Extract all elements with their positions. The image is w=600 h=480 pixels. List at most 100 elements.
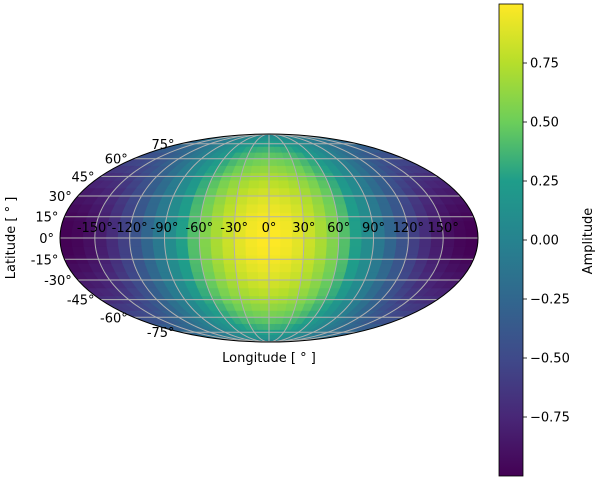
heatmap-cell (349, 229, 363, 239)
x-tick-label: 120° (393, 221, 424, 236)
heatmap-cell (407, 237, 421, 247)
colorbar-tick-label: 0.75 (530, 57, 559, 72)
heatmap-cell (210, 237, 224, 247)
x-tick-labels: -150°-120° -90° -60° -30° 0° 30° 60° 90° 120° 150… (77, 221, 459, 236)
x-tick-label: 90° (362, 221, 385, 236)
heatmap-cell (234, 263, 248, 273)
heatmap-cell (349, 237, 363, 247)
heatmap-cell (419, 237, 432, 247)
y-tick-label: 15° (35, 211, 58, 226)
heatmap-cell (268, 152, 277, 160)
graticule-grid (60, 134, 478, 342)
heatmap-cell (268, 179, 280, 189)
heatmap-cell (290, 263, 304, 273)
heatmap-cell (210, 246, 224, 256)
y-tick-label: -75° (147, 326, 175, 341)
heatmap-cell (442, 237, 456, 247)
heatmap-cell (259, 165, 270, 174)
heatmap-cell (245, 237, 258, 247)
heatmap-cell (323, 263, 337, 273)
heatmap-cell (245, 246, 258, 256)
heatmap-cell (257, 263, 270, 273)
colorbar-ticks: 0.75 0.50 0.25 0.00 −0.25 −0.50 −0.75 (523, 57, 570, 426)
heatmap-cell (199, 246, 213, 256)
y-tick-label: 30° (49, 190, 72, 205)
y-tick-label: 60° (105, 153, 128, 168)
heatmap-cell (117, 237, 131, 247)
heatmap-cell (223, 263, 237, 273)
heatmap-cell (71, 246, 87, 256)
heatmap-cell (247, 279, 260, 289)
heatmap-cell (406, 246, 420, 256)
heatmap-cell (268, 287, 280, 297)
heatmap-cell (428, 246, 443, 256)
heatmap-cell (129, 246, 144, 256)
heatmap-cell (262, 323, 270, 330)
heatmap-cell (301, 263, 315, 273)
heatmap-cell (279, 195, 292, 205)
heatmap-cell (187, 237, 200, 247)
heatmap-cell (248, 287, 260, 297)
heatmap-cell (268, 263, 281, 273)
heatmap-cell (247, 187, 260, 197)
heatmap-cell (384, 237, 398, 247)
heatmap-cell (178, 203, 193, 213)
heatmap-cell (268, 158, 278, 166)
heatmap-cell (337, 246, 351, 256)
heatmap-cell (289, 195, 303, 205)
heatmap-cell (201, 203, 215, 213)
heatmap-cell (280, 246, 293, 256)
heatmap-cell (291, 237, 305, 247)
heatmap-cell (290, 203, 304, 213)
heatmap-cell (311, 195, 325, 205)
colorbar (498, 3, 524, 477)
heatmap-cell (257, 237, 270, 247)
heatmap-cell (348, 220, 362, 230)
heatmap-cell (325, 246, 339, 256)
heatmap-cell (300, 195, 314, 205)
heatmap-cell (371, 246, 386, 256)
heatmap-cell (453, 237, 467, 247)
colorbar-tick-label: 0.00 (530, 234, 559, 249)
heatmap-cell (222, 237, 235, 247)
heatmap-cell (268, 310, 278, 318)
heatmap-cell (451, 246, 467, 256)
heatmap-cell (258, 179, 270, 189)
heatmap-cell (465, 237, 478, 247)
heatmap-cell (303, 237, 316, 247)
heatmap-cell (268, 203, 281, 213)
heatmap-cell (251, 158, 262, 166)
heatmap-cell (312, 203, 326, 213)
heatmap-cell (199, 237, 212, 247)
heatmap-cell (289, 279, 302, 289)
heatmap-cell (212, 263, 226, 273)
colorbar-tick-label: −0.75 (530, 411, 570, 426)
heatmap-cell (261, 152, 270, 160)
heatmap-cell (257, 246, 270, 256)
heatmap-cell (268, 195, 281, 205)
heatmap-cell (176, 246, 190, 256)
x-tick-label: -120° (112, 221, 148, 236)
heatmap-cell (224, 195, 238, 205)
heatmap-cell (257, 271, 270, 281)
heatmap-cell (394, 246, 409, 256)
heatmap-cell (323, 203, 337, 213)
heatmap-cell (226, 279, 239, 289)
x-tick-label: 30° (292, 221, 315, 236)
colorbar-label: Amplitude (581, 208, 596, 275)
heatmap-cell (268, 316, 277, 324)
heatmap-cell (260, 310, 270, 318)
heatmap-cell (301, 203, 315, 213)
heatmap-cell (395, 237, 409, 247)
heatmap-cell (261, 316, 270, 324)
heatmap-cell (303, 246, 316, 256)
heatmap-cell (268, 302, 279, 311)
heatmap-cell (258, 279, 270, 289)
heatmap-cell (278, 187, 291, 197)
heatmap-cell (291, 246, 305, 256)
heatmap-cell (268, 246, 281, 256)
x-tick-label: 60° (327, 221, 350, 236)
heatmap-cell (235, 195, 249, 205)
heatmap-cell (314, 220, 328, 230)
